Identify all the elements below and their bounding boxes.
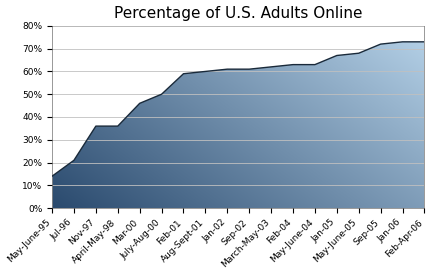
Title: Percentage of U.S. Adults Online: Percentage of U.S. Adults Online: [114, 6, 362, 21]
